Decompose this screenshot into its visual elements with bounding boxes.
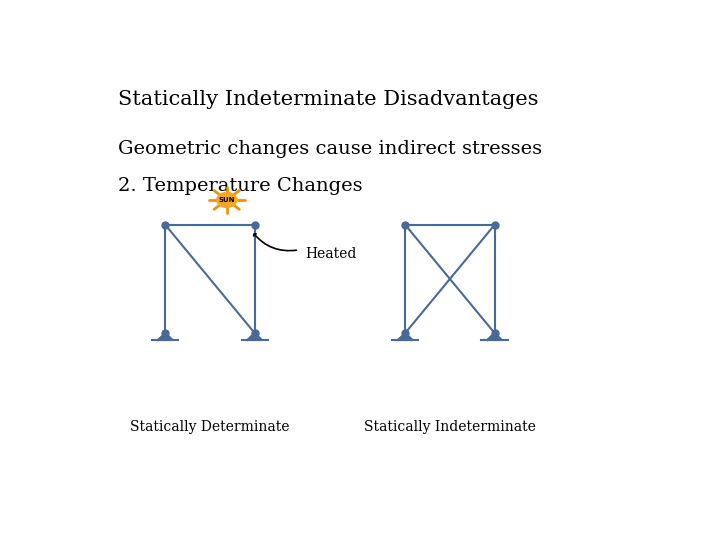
Polygon shape (487, 333, 502, 340)
Circle shape (217, 192, 237, 207)
Text: Heated: Heated (305, 247, 356, 261)
Text: SUN: SUN (218, 197, 235, 203)
Polygon shape (398, 333, 413, 340)
Polygon shape (158, 333, 173, 340)
Text: 2. Temperature Changes: 2. Temperature Changes (118, 177, 363, 195)
Polygon shape (248, 333, 262, 340)
Text: Statically Determinate: Statically Determinate (130, 420, 289, 434)
Text: Statically Indeterminate: Statically Indeterminate (364, 420, 536, 434)
Text: Statically Indeterminate Disadvantages: Statically Indeterminate Disadvantages (118, 90, 539, 109)
Text: Geometric changes cause indirect stresses: Geometric changes cause indirect stresse… (118, 140, 542, 158)
